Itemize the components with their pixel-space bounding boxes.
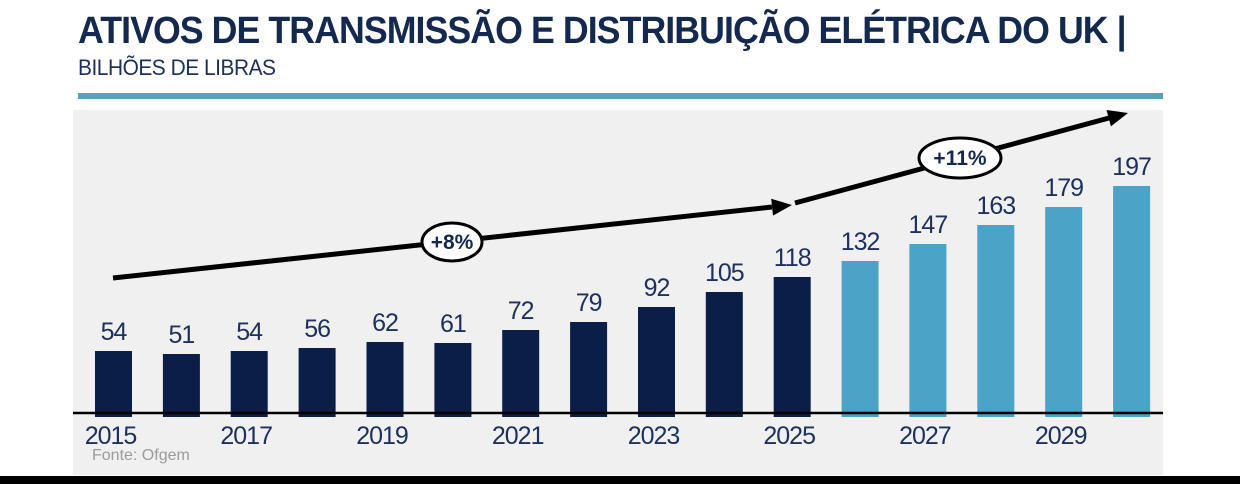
- bar-2015: [95, 351, 132, 417]
- bar-2029: [1045, 207, 1083, 417]
- growth-annotation-8pct-label: +8%: [431, 231, 474, 254]
- bar-value-2019: 62: [372, 309, 398, 337]
- bar-chart-svg: +8% +11% 54 51 54 56 62 61 72 79 92 105 118 132 147 163…: [73, 110, 1163, 450]
- bar-value-2025: 118: [774, 244, 811, 272]
- bar-2023: [638, 307, 675, 417]
- x-tick-2017: 2017: [220, 422, 272, 450]
- chart-subtitle: BILHÕES DE LIBRAS: [78, 55, 276, 80]
- growth-annotation-8pct-bubble: [420, 221, 484, 263]
- bar-2018: [298, 348, 336, 417]
- bar-2020: [434, 343, 472, 417]
- bar-value-2024: 105: [705, 259, 744, 287]
- bar-value-2030: 197: [1112, 153, 1151, 181]
- x-tick-2025: 2025: [763, 422, 815, 450]
- trend-arrow-head-2: [1106, 110, 1128, 127]
- bar-2025: [773, 277, 811, 417]
- x-tick-2015: 2015: [85, 422, 137, 450]
- bar-2024: [705, 292, 743, 417]
- bar-value-2028: 163: [976, 192, 1015, 220]
- growth-annotation-11pct-label: +11%: [933, 147, 986, 170]
- title-underline: [78, 93, 1163, 99]
- bar-2030: [1113, 186, 1151, 417]
- bar-value-2017: 54: [236, 318, 263, 346]
- bar-value-2023: 92: [644, 274, 670, 302]
- bar-value-2018: 56: [304, 315, 330, 343]
- trend-arrow-head-1: [771, 198, 792, 216]
- bar-value-2021: 72: [508, 297, 534, 325]
- bar-2016: [162, 354, 200, 417]
- bar-2019: [366, 342, 404, 417]
- bar-value-2022: 79: [576, 289, 602, 317]
- bar-value-2026: 132: [841, 228, 880, 256]
- chart-plot-area: +8% +11% 54 51 54 56 62 61 72 79 92 105 118 132 147 163…: [73, 110, 1163, 475]
- growth-annotation-11pct-bubble: [917, 136, 1003, 180]
- bar-2028: [977, 225, 1015, 417]
- x-tick-2027: 2027: [899, 422, 951, 450]
- x-tick-2019: 2019: [356, 422, 408, 450]
- bar-value-2020: 61: [440, 310, 466, 338]
- x-tick-2021: 2021: [492, 422, 544, 450]
- bar-2022: [570, 322, 608, 417]
- bar-value-2029: 179: [1044, 174, 1083, 202]
- bar-value-2015: 54: [101, 318, 128, 346]
- source-note: Fonte: Ofgem: [92, 447, 190, 464]
- x-tick-2023: 2023: [628, 422, 680, 450]
- page-title: ATIVOS DE TRANSMISSÃO E DISTRIBUIÇÃO ELÉ…: [78, 10, 1127, 52]
- footer-bar: [0, 476, 1240, 484]
- bar-2026: [841, 261, 879, 417]
- bar-2017: [230, 351, 268, 417]
- bar-2027: [909, 244, 947, 417]
- bar-value-2016: 51: [168, 321, 194, 349]
- bar-value-2027: 147: [909, 211, 948, 239]
- x-tick-2029: 2029: [1035, 422, 1087, 450]
- bar-2021: [502, 330, 540, 417]
